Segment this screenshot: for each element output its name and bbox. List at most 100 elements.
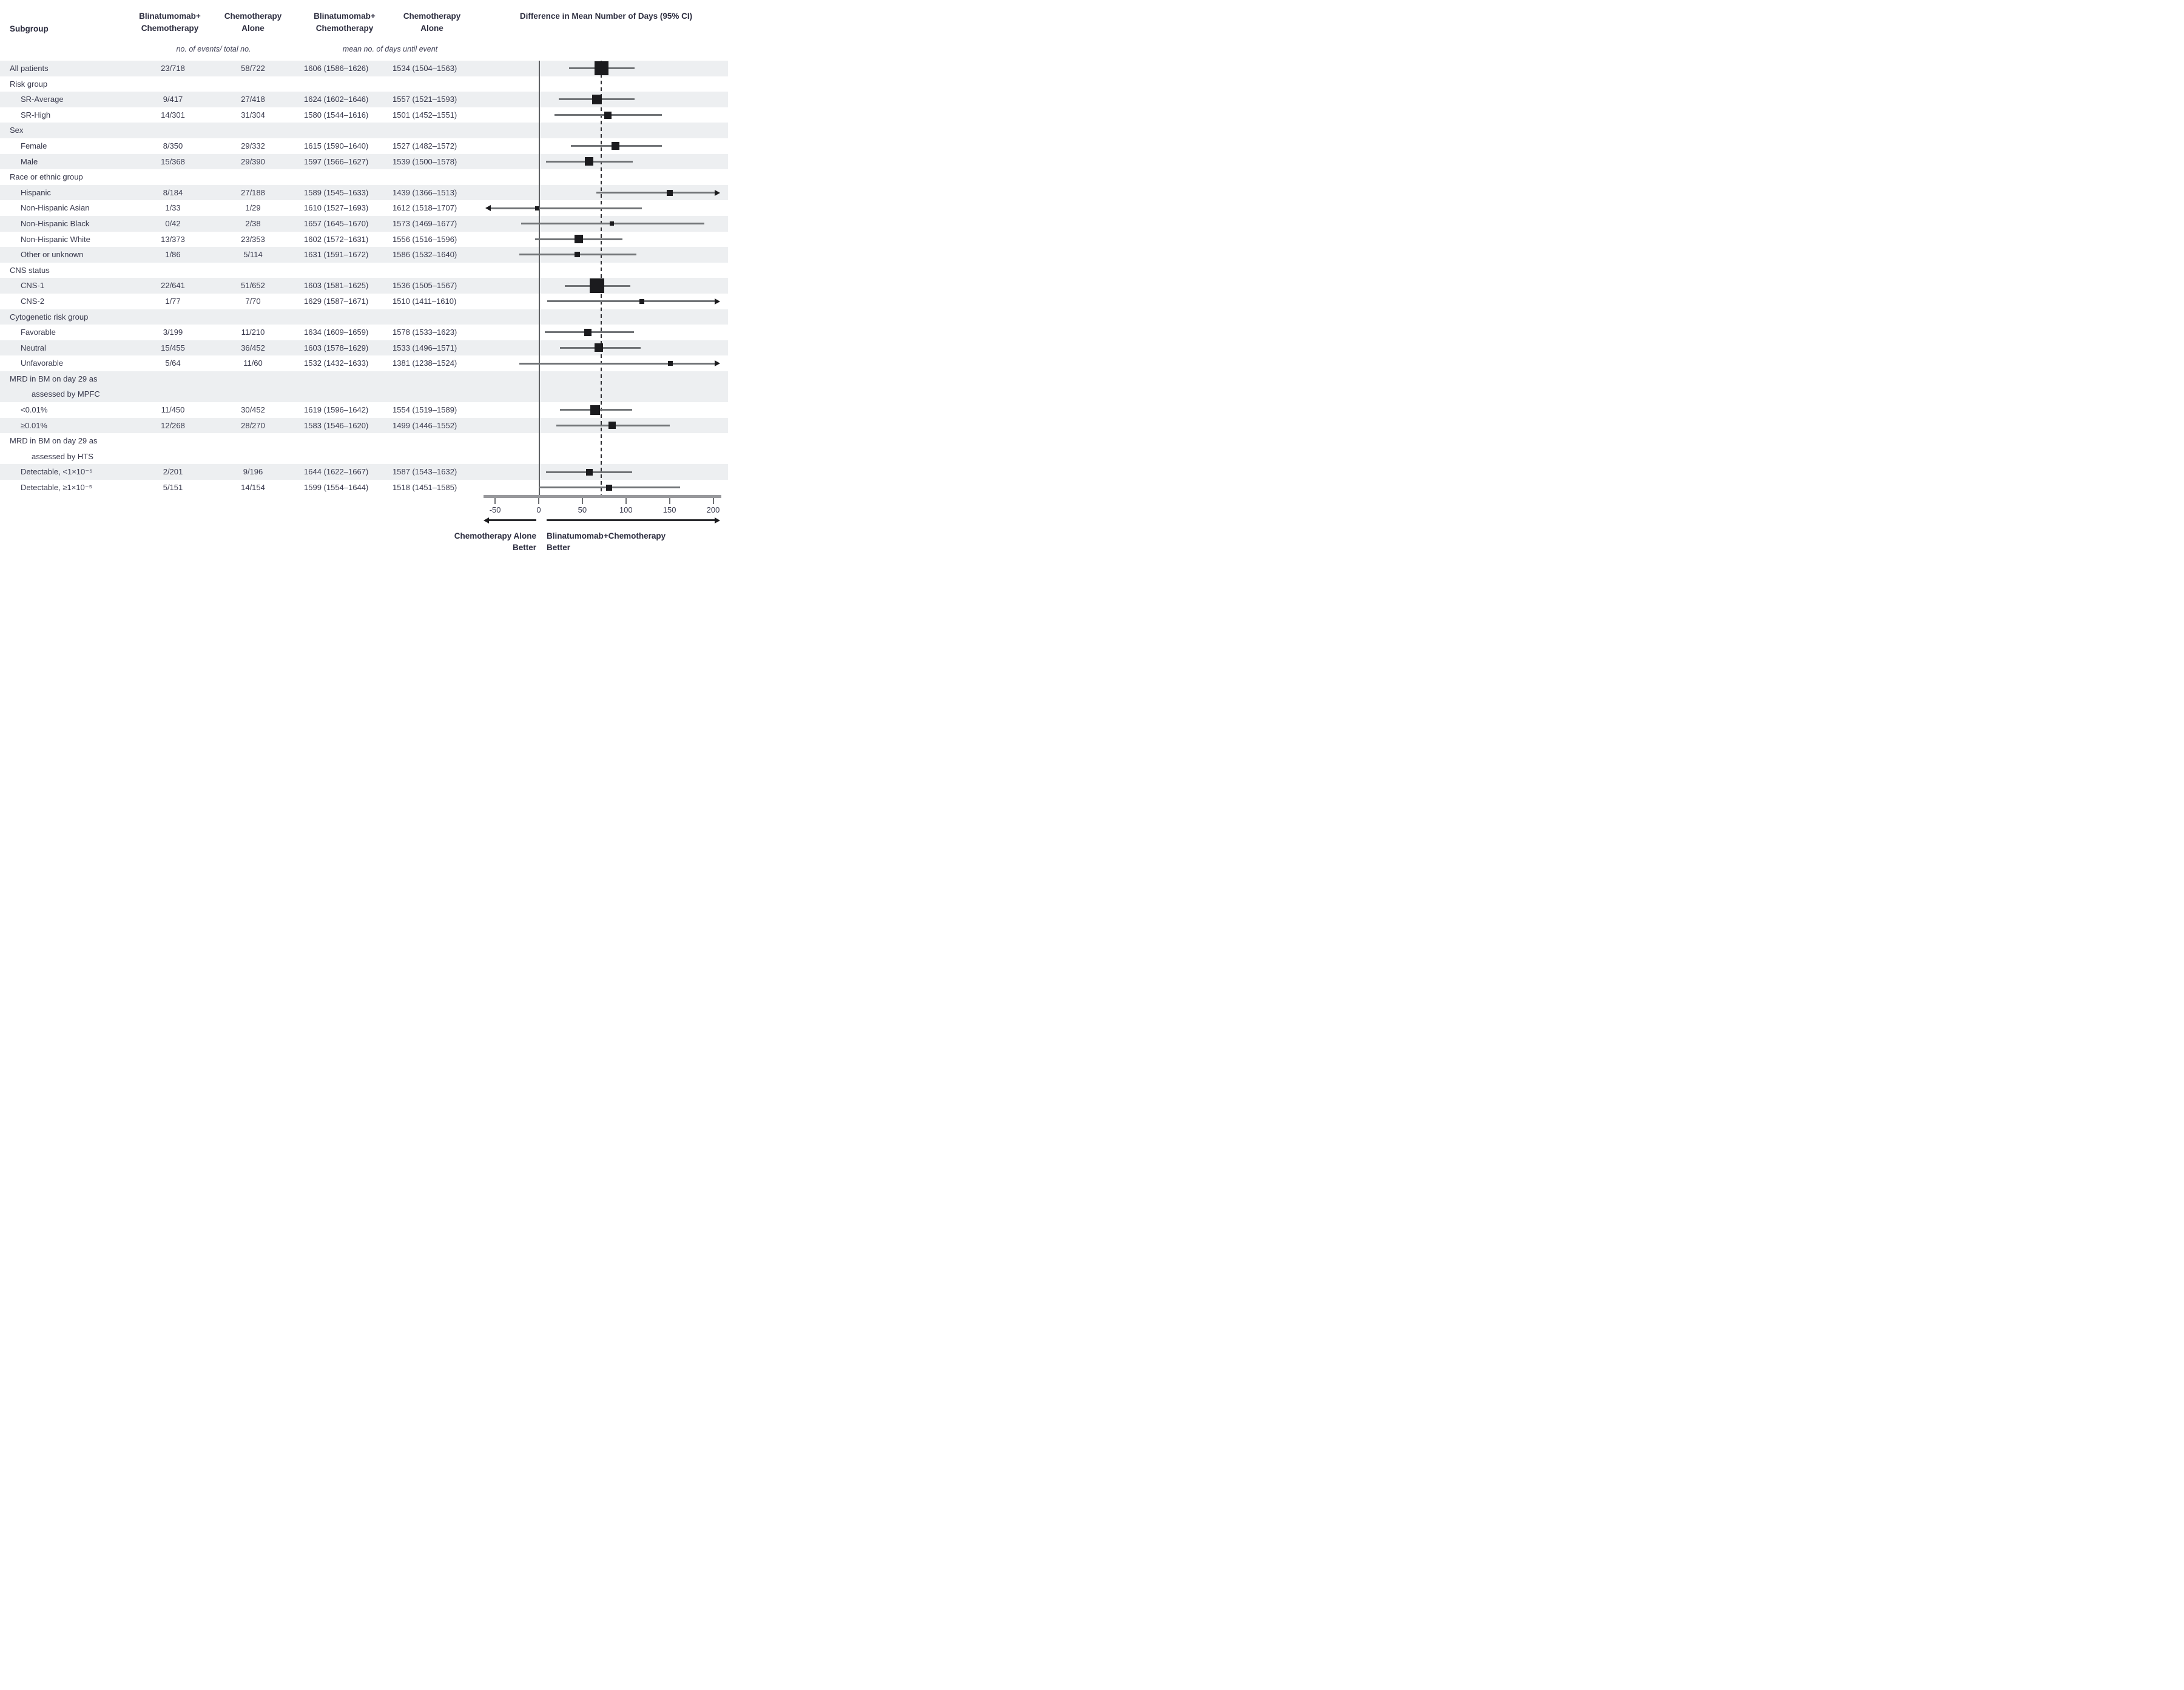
ci-arrow-right-icon — [715, 360, 721, 367]
events-chemotherapy-cell: 11/60 — [243, 359, 263, 368]
subgroup-label: CNS-2 — [21, 296, 45, 306]
table-row: Other or unknown 1/86 5/114 1631 (1591–1672… — [0, 247, 728, 263]
mean-blinatumomab-cell: 1532 (1432–1633) — [304, 359, 369, 368]
left-arrowhead-icon — [484, 517, 489, 523]
right-arrowhead-icon — [715, 517, 720, 523]
mean-chemotherapy-cell: 1573 (1469–1677) — [393, 218, 457, 228]
group-header-row: Race or ethnic group — [0, 169, 728, 185]
events-blinatumomab-cell: 2/201 — [163, 467, 183, 477]
events-blinatumomab-cell: 15/368 — [161, 157, 185, 166]
subgroup-label: Favorable — [21, 328, 56, 337]
events-blinatumomab-cell: 15/455 — [161, 343, 185, 352]
events-blinatumomab-cell: 23/718 — [161, 64, 185, 73]
point-estimate-square — [612, 142, 619, 150]
table-row: SR-High 14/301 31/304 1580 (1544–1616) 1501 … — [0, 107, 728, 123]
mean-chemotherapy-cell: 1499 (1446–1552) — [393, 420, 457, 430]
subgroup-label: Other or unknown — [21, 250, 84, 260]
mean-blinatumomab-cell: 1602 (1572–1631) — [304, 234, 369, 244]
mean-chemotherapy-cell: 1534 (1504–1563) — [393, 64, 457, 73]
subgroup-label: All patients — [10, 64, 49, 73]
mean-chemotherapy-cell: 1556 (1516–1596) — [393, 234, 457, 244]
mean-chemotherapy-cell: 1501 (1452–1551) — [393, 110, 457, 120]
ci-arrow-right-icon — [715, 298, 721, 305]
table-row: Non-Hispanic Asian 1/33 1/29 1610 (1527–169… — [0, 200, 728, 216]
events-blinatumomab-cell: 8/184 — [163, 187, 183, 197]
axis-tick-label: 50 — [578, 505, 587, 514]
group-header-row: Cytogenetic risk group — [0, 309, 728, 325]
events-blinatumomab-cell: 1/86 — [165, 250, 181, 260]
table-row: Detectable, ≥1×10⁻⁵ 5/151 14/154 1599 (1554… — [0, 480, 728, 496]
events-blinatumomab-cell: 13/373 — [161, 234, 185, 244]
events-chemotherapy-cell: 29/332 — [241, 141, 265, 150]
events-chemotherapy-cell: 27/188 — [241, 187, 265, 197]
group-header-row: MRD in BM on day 29 as assessed by MPFC — [0, 371, 728, 403]
group-header-row: CNS status — [0, 263, 728, 278]
group-header-label: Risk group — [10, 79, 48, 89]
mean-blinatumomab-cell: 1580 (1544–1616) — [304, 110, 369, 120]
events-chemotherapy-cell: 14/154 — [241, 483, 265, 493]
subgroup-label: Unfavorable — [21, 359, 64, 368]
mean-chemotherapy-cell: 1381 (1238–1524) — [393, 359, 457, 368]
group-header-label: CNS status — [10, 265, 50, 275]
point-estimate-square — [592, 94, 602, 104]
events-chemotherapy-cell: 2/38 — [245, 218, 261, 228]
axis-tick — [712, 498, 714, 504]
mean-blinatumomab-cell: 1631 (1591–1672) — [304, 250, 369, 260]
ci-arrow-right-icon — [715, 189, 721, 196]
events-chemotherapy-cell: 7/70 — [245, 296, 261, 306]
events-chemotherapy-cell: 27/418 — [241, 95, 265, 104]
subgroup-label: Non-Hispanic Asian — [21, 203, 90, 213]
point-estimate-square — [595, 61, 608, 76]
events-blinatumomab-cell: 5/151 — [163, 483, 183, 493]
mean-blinatumomab-cell: 1597 (1566–1627) — [304, 157, 369, 166]
group-header-row: MRD in BM on day 29 as assessed by HTS — [0, 433, 728, 464]
subheader-means: mean no. of days until event — [342, 45, 438, 53]
events-chemotherapy-cell: 51/652 — [241, 281, 265, 291]
mean-blinatumomab-cell: 1589 (1545–1633) — [304, 187, 369, 197]
group-header-label: MRD in BM on day 29 as — [10, 436, 98, 446]
subgroup-label: Neutral — [21, 343, 46, 352]
group-header-row: Risk group — [0, 76, 728, 92]
events-chemotherapy-cell: 36/452 — [241, 343, 265, 352]
subgroup-label: Male — [21, 157, 38, 166]
events-blinatumomab-cell: 11/450 — [161, 405, 185, 415]
mean-blinatumomab-cell: 1583 (1546–1620) — [304, 420, 369, 430]
table-row: SR-Average 9/417 27/418 1624 (1602–1646) 155… — [0, 92, 728, 107]
events-chemotherapy-cell: 28/270 — [241, 420, 265, 430]
events-chemotherapy-cell: 31/304 — [241, 110, 265, 120]
mean-chemotherapy-cell: 1510 (1411–1610) — [393, 296, 457, 306]
subgroup-label: Non-Hispanic Black — [21, 218, 90, 228]
axis-tick — [538, 498, 539, 504]
subgroup-label: Detectable, ≥1×10⁻⁵ — [21, 483, 93, 493]
mean-chemotherapy-cell: 1587 (1543–1632) — [393, 467, 457, 477]
mean-chemotherapy-cell: 1527 (1482–1572) — [393, 141, 457, 150]
subgroup-label: Detectable, <1×10⁻⁵ — [21, 467, 93, 477]
mean-blinatumomab-cell: 1606 (1586–1626) — [304, 64, 369, 73]
left-direction-arrow — [484, 517, 536, 523]
group-header-label: MRD in BM on day 29 as — [10, 374, 98, 383]
point-estimate-square — [585, 468, 593, 476]
mean-chemotherapy-cell: 1518 (1451–1585) — [393, 483, 457, 493]
point-estimate-square — [585, 157, 594, 166]
mean-blinatumomab-cell: 1603 (1581–1625) — [304, 281, 369, 291]
mean-blinatumomab-cell: 1610 (1527–1693) — [304, 203, 369, 213]
table-row: Neutral 15/455 36/452 1603 (1578–1629) 1533 … — [0, 340, 728, 356]
mean-chemotherapy-cell: 1578 (1533–1623) — [393, 328, 457, 337]
events-blinatumomab-cell: 9/417 — [163, 95, 183, 104]
axis-tick-label: 150 — [662, 505, 676, 514]
column-header-subgroup: Subgroup — [10, 24, 49, 33]
point-estimate-square — [584, 328, 592, 336]
mean-blinatumomab-cell: 1657 (1645–1670) — [304, 218, 369, 228]
group-header-label-continued: assessed by MPFC — [32, 389, 100, 399]
events-chemotherapy-cell: 11/210 — [241, 328, 265, 337]
table-row: Detectable, <1×10⁻⁵ 2/201 9/196 1644 (1622–… — [0, 464, 728, 480]
point-estimate-square — [606, 484, 613, 491]
column-header-events-blinatumomab: Blinatumomab+ Chemotherapy — [139, 12, 201, 33]
mean-blinatumomab-cell: 1599 (1554–1644) — [304, 483, 369, 493]
point-estimate-square — [604, 111, 612, 119]
table-row: Female 8/350 29/332 1615 (1590–1640) 1527 (1… — [0, 138, 728, 154]
direction-label-blinatumomab-better: Blinatumomab+Chemotherapy Better — [547, 531, 666, 552]
events-blinatumomab-cell: 1/77 — [165, 296, 181, 306]
table-row: Non-Hispanic White 13/373 23/353 1602 (1572… — [0, 232, 728, 247]
mean-blinatumomab-cell: 1615 (1590–1640) — [304, 141, 369, 150]
